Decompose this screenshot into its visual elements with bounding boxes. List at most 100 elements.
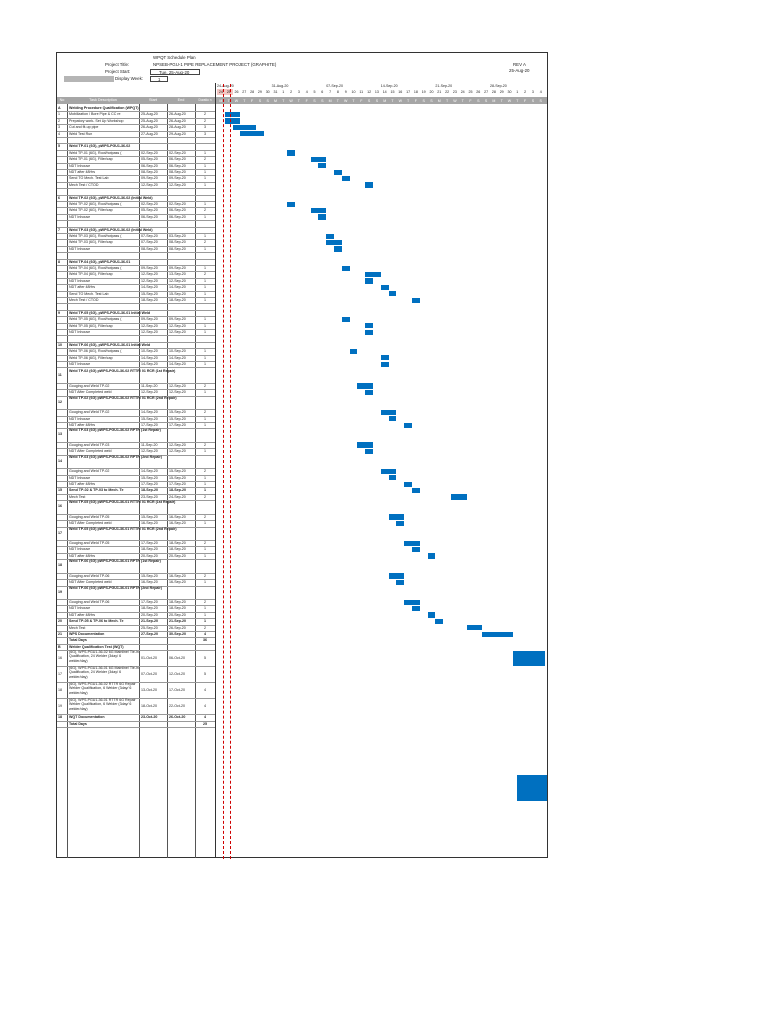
project-start-field[interactable]: Tue, 25-Aug-20 — [150, 69, 200, 75]
row-divider — [57, 526, 215, 528]
task-description: Weld TP-06 (6G) pWPS-PGU1-36-01 RPTR (1s… — [69, 559, 161, 564]
task-start: 17-Sep-20 — [141, 541, 158, 545]
table-row: NDT after 48Hrs 20-Sep-20 20-Sep-20 1 — [57, 553, 215, 559]
task-end: 02-Sep-20 — [169, 150, 186, 155]
timeline-weekday-letter: S — [375, 98, 379, 103]
row-divider — [57, 316, 215, 318]
task-start: 07-Oct-20 — [141, 672, 157, 677]
row-number: 7 — [58, 227, 60, 232]
task-description: Send TO Mech. Test Lab — [69, 176, 109, 181]
task-description: NDT Inhouse — [69, 547, 91, 552]
task-start: 07-Sep-20 — [141, 240, 158, 245]
row-divider — [57, 605, 215, 607]
display-week-field[interactable]: 1 — [150, 76, 168, 82]
row-divider — [57, 415, 215, 417]
row-divider — [57, 354, 215, 356]
row-divider — [57, 169, 215, 170]
row-number: 17 — [58, 672, 62, 677]
row-divider — [57, 618, 215, 620]
task-duration: 1 — [204, 266, 206, 270]
table-row: NDT Inhouse 06-Sep-20 06-Sep-20 1 — [57, 214, 215, 220]
project-title: NPSEB-PGU-1 PIPE REPLACEMENT PROJECT (GR… — [153, 62, 277, 67]
task-start: 14-Sep-20 — [141, 410, 158, 415]
task-description: NDT after 48Hrs — [69, 170, 96, 174]
task-start: 15-Sep-20 — [141, 291, 158, 296]
timeline-weekday-letter: M — [437, 98, 441, 103]
table-row: Weld TP-01 (6G), Root/hotpass (02-Sep-20… — [57, 150, 215, 156]
task-description: Weld TP-04 (6G), Root/hotpass ( — [69, 266, 122, 270]
col-no-header: No — [59, 98, 65, 102]
table-row: Gouging and Weld TP-03 11-Sep-20 12-Sep-20… — [57, 442, 215, 448]
task-start: 18-Sep-20 — [141, 298, 158, 302]
row-divider — [57, 226, 215, 228]
task-duration: 1 — [204, 521, 206, 526]
timeline-weekday-letter: F — [469, 98, 472, 103]
plan-title: WPQT Schedule Plan — [153, 55, 196, 60]
gantt-bar — [396, 579, 405, 585]
task-end: 06-Sep-20 — [169, 157, 186, 162]
task-end: 09-Sep-20 — [169, 266, 186, 270]
row-divider — [57, 124, 215, 126]
table-row: NDT Inhouse 15-Sep-20 15-Sep-20 1 — [57, 475, 215, 481]
task-end: 17-Oct-20 — [169, 688, 185, 693]
schedule-sheet: WPQT Schedule Plan Project Title: NPSEB-… — [56, 52, 548, 858]
task-description: NDT Inhouse — [69, 246, 91, 251]
row-number: 18 — [58, 715, 62, 720]
row-divider — [57, 520, 215, 522]
gantt-bar — [326, 239, 342, 246]
table-row: 11 Weld TP-02 (6G) pWPS-PGU1-36-02 RTTR/ … — [57, 369, 215, 383]
task-start: 11-Sep-20 — [141, 442, 158, 447]
row-divider — [57, 395, 215, 397]
timeline-weekday-letter: T — [282, 98, 285, 103]
gantt-bar — [287, 150, 295, 156]
task-duration: 5 — [204, 656, 206, 661]
table-row: NDT Inhouse 08-Sep-20 08-Sep-20 1 — [57, 246, 215, 252]
timeline-day-number: 14 — [382, 90, 387, 94]
timeline-day-number: 27 — [242, 90, 247, 94]
row-divider — [57, 156, 215, 158]
task-duration: 1 — [204, 606, 206, 611]
task-start: 18-Sep-20 — [141, 488, 158, 493]
row-divider — [57, 720, 215, 722]
row-divider — [57, 258, 215, 260]
task-duration: 1 — [204, 285, 206, 290]
project-start-value: Tue, 25-Aug-20 — [159, 70, 190, 75]
task-duration: 1 — [204, 176, 206, 181]
task-end: 22-Oct-20 — [169, 704, 185, 709]
task-start: 18-Oct-20 — [141, 704, 157, 709]
timeline-day-number: 4 — [539, 90, 542, 94]
today-line-left — [223, 84, 224, 859]
timeline-day-number: 2 — [290, 90, 293, 94]
task-start: 23-Sep-20 — [141, 494, 158, 499]
table-row: Gouging and Weld TP-02 14-Sep-20 15-Sep-20… — [57, 468, 215, 474]
table-row: 4 Weld Test Run 27-Aug-20 29-Aug-20 3 — [57, 131, 215, 137]
timeline-day-number: 20 — [429, 90, 434, 94]
table-header — [57, 97, 547, 104]
timeline-day-number: 15 — [390, 90, 395, 94]
timeline-weekday-letter: S — [539, 98, 542, 103]
row-divider — [57, 422, 215, 423]
row-divider — [57, 341, 215, 343]
timeline-day-number: 18 — [413, 90, 418, 94]
task-end: 14-Sep-20 — [169, 362, 186, 366]
table-row: Weld TP-04 (6G), Root/hotpass ( 09-Sep-20… — [57, 265, 215, 271]
timeline-weekday-letter: T — [516, 98, 519, 103]
task-end: 28-Aug-20 — [169, 125, 186, 130]
task-description: Gouging and Weld TP-06 — [69, 600, 110, 604]
timeline-day-number: 23 — [452, 90, 457, 94]
table-row: B Welder Qualification Test (WQT) — [57, 644, 215, 650]
task-description: Weld Test Run — [69, 131, 93, 136]
row-number: 18 — [58, 563, 62, 568]
task-end: 18-Sep-20 — [169, 488, 186, 493]
task-description: Mobilization / Bore Pipe & CC re — [69, 112, 121, 117]
timeline-weekday-letter: F — [250, 98, 254, 103]
task-end: 06-Sep-20 — [169, 163, 186, 168]
row-divider — [57, 481, 215, 482]
row-divider — [57, 194, 215, 196]
task-duration: 1 — [204, 202, 206, 206]
task-end: 02-Sep-20 — [169, 202, 186, 206]
timeline-day-number: 30 — [507, 90, 512, 94]
gantt-bar — [334, 169, 342, 175]
task-start: 16-Sep-20 — [141, 521, 158, 526]
task-end: 12-Sep-20 — [169, 182, 186, 187]
